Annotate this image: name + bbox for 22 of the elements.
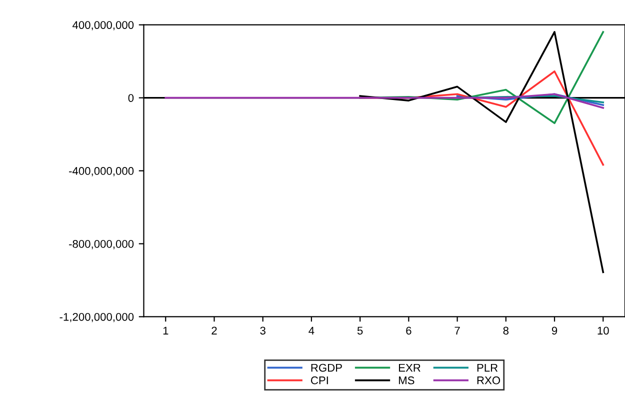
y-tick-label: 400,000,000 [72,21,134,30]
x-tick-label: 6 [406,326,412,335]
x-tick-label: 1 [163,326,168,334]
y-tick-label: -400,000,000 [69,167,134,176]
y-tick-label: -800,000,000 [69,240,134,250]
x-tick-label: 2 [212,326,217,334]
x-tick-label: 7 [454,326,460,334]
legend-label: EXR [398,364,420,372]
line-series [359,31,604,274]
y-tick-label: 0 [128,94,134,102]
x-tick-label: 4 [308,326,314,334]
legend-label: PLR [477,364,498,372]
x-tick-label: 3 [260,326,266,335]
x-tick-label: 5 [357,326,363,335]
legend-label: CPI [310,376,328,384]
x-tick-label: 9 [552,326,558,335]
legend-label: RGDP [311,364,342,372]
y-tick-label: -1,200,000,000 [60,312,134,322]
legend-label: MS [398,376,414,384]
x-tick-label: 10 [598,326,609,335]
legend-label: RXO [477,376,500,384]
x-tick-label: 8 [503,326,509,335]
